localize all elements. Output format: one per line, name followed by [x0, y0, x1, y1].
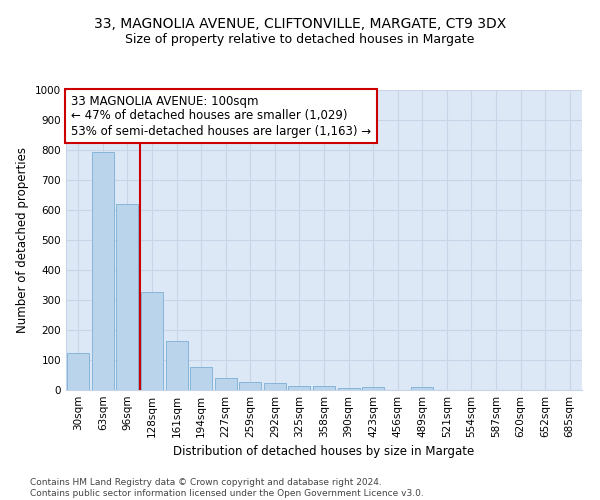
Text: 33, MAGNOLIA AVENUE, CLIFTONVILLE, MARGATE, CT9 3DX: 33, MAGNOLIA AVENUE, CLIFTONVILLE, MARGA… — [94, 18, 506, 32]
Bar — [166, 342, 188, 390]
Bar — [411, 388, 433, 390]
Bar — [313, 386, 335, 390]
Bar — [239, 382, 262, 390]
Bar — [116, 204, 139, 390]
Text: Contains HM Land Registry data © Crown copyright and database right 2024.
Contai: Contains HM Land Registry data © Crown c… — [30, 478, 424, 498]
Bar — [289, 386, 310, 390]
Bar — [362, 387, 384, 390]
Bar — [338, 388, 359, 390]
Bar — [67, 352, 89, 390]
Bar — [215, 378, 237, 390]
X-axis label: Distribution of detached houses by size in Margate: Distribution of detached houses by size … — [173, 446, 475, 458]
Bar — [92, 152, 114, 390]
Bar — [141, 292, 163, 390]
Text: Size of property relative to detached houses in Margate: Size of property relative to detached ho… — [125, 32, 475, 46]
Y-axis label: Number of detached properties: Number of detached properties — [16, 147, 29, 333]
Bar — [190, 366, 212, 390]
Text: 33 MAGNOLIA AVENUE: 100sqm
← 47% of detached houses are smaller (1,029)
53% of s: 33 MAGNOLIA AVENUE: 100sqm ← 47% of deta… — [71, 94, 371, 138]
Bar — [264, 382, 286, 390]
